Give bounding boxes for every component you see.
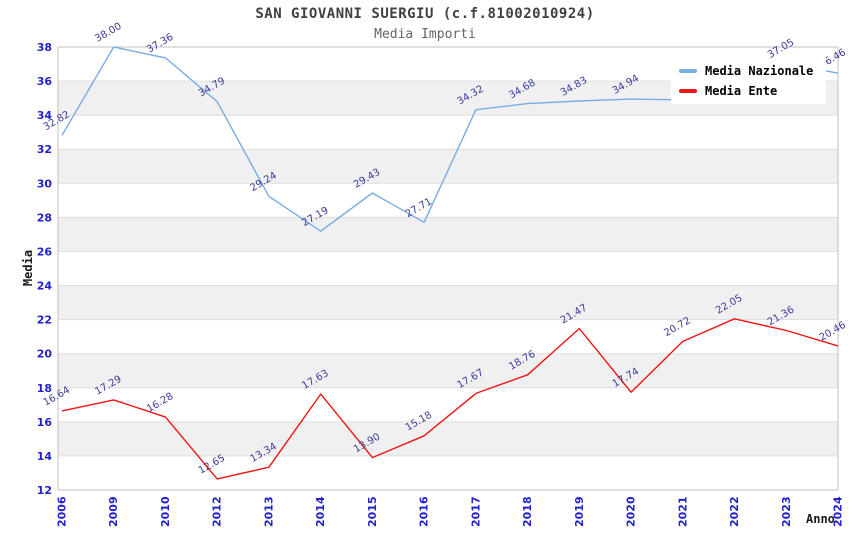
data-point-label: 16.28 (145, 391, 175, 415)
x-axis-title: Anno (806, 512, 835, 526)
y-tick-label: 34 (37, 109, 53, 122)
y-tick-label: 12 (37, 484, 52, 497)
y-tick-label: 14 (37, 450, 53, 463)
chart-subtitle: Media Importi (374, 27, 476, 42)
series-line-media-ente (61, 318, 839, 480)
plot-band (58, 149, 838, 184)
y-tick-label: 24 (37, 280, 53, 293)
x-tick-label: 2010 (159, 496, 172, 527)
legend-line-swatch-nazionale (679, 69, 697, 73)
x-tick-label: 2019 (573, 496, 586, 527)
y-tick-label: 28 (37, 211, 52, 224)
plot-border (57, 46, 839, 491)
plot-band (58, 217, 838, 252)
y-tick-label: 16 (37, 416, 53, 429)
legend: Media Nazionale Media Ente (671, 58, 826, 104)
legend-item-media-ente: Media Ente (679, 84, 820, 98)
y-tick-label: 30 (37, 177, 53, 190)
plot-band (58, 353, 838, 388)
x-tick-label: 2016 (418, 496, 431, 527)
y-tick-label: 32 (37, 143, 52, 156)
chart-title: SAN GIOVANNI SUERGIU (c.f.81002010924) (255, 6, 595, 22)
x-tick-label: 2013 (262, 496, 275, 527)
x-tick-label: 2024 (832, 496, 845, 527)
y-tick-label: 36 (37, 75, 53, 88)
plot-band (58, 421, 838, 456)
y-tick-label: 22 (37, 314, 52, 327)
x-tick-label: 2018 (521, 496, 534, 527)
x-tick-label: 2017 (469, 496, 482, 527)
x-tick-label: 2020 (625, 496, 638, 527)
y-tick-label: 26 (37, 245, 53, 258)
y-tick-label: 38 (37, 41, 52, 54)
y-axis-title: Media (21, 249, 35, 287)
x-tick-label: 2006 (56, 496, 69, 527)
x-tick-label: 2022 (728, 496, 741, 527)
data-point-label: 20.46 (818, 320, 848, 344)
legend-line-swatch-ente (679, 89, 697, 93)
data-point-label: 27.71 (404, 196, 434, 220)
x-tick-label: 2015 (366, 496, 379, 527)
legend-label-ente: Media Ente (705, 84, 778, 98)
x-tick-label: 2009 (107, 496, 120, 527)
legend-item-media-nazionale: Media Nazionale (679, 64, 820, 78)
plot-band (58, 285, 838, 320)
y-tick-label: 20 (37, 348, 53, 361)
legend-label-nazionale: Media Nazionale (705, 64, 814, 78)
y-tick-label: 18 (37, 382, 52, 395)
x-tick-label: 2014 (314, 496, 327, 527)
x-tick-label: 2021 (676, 496, 689, 527)
x-tick-label: 2023 (780, 496, 793, 527)
x-tick-label: 2012 (211, 496, 224, 527)
